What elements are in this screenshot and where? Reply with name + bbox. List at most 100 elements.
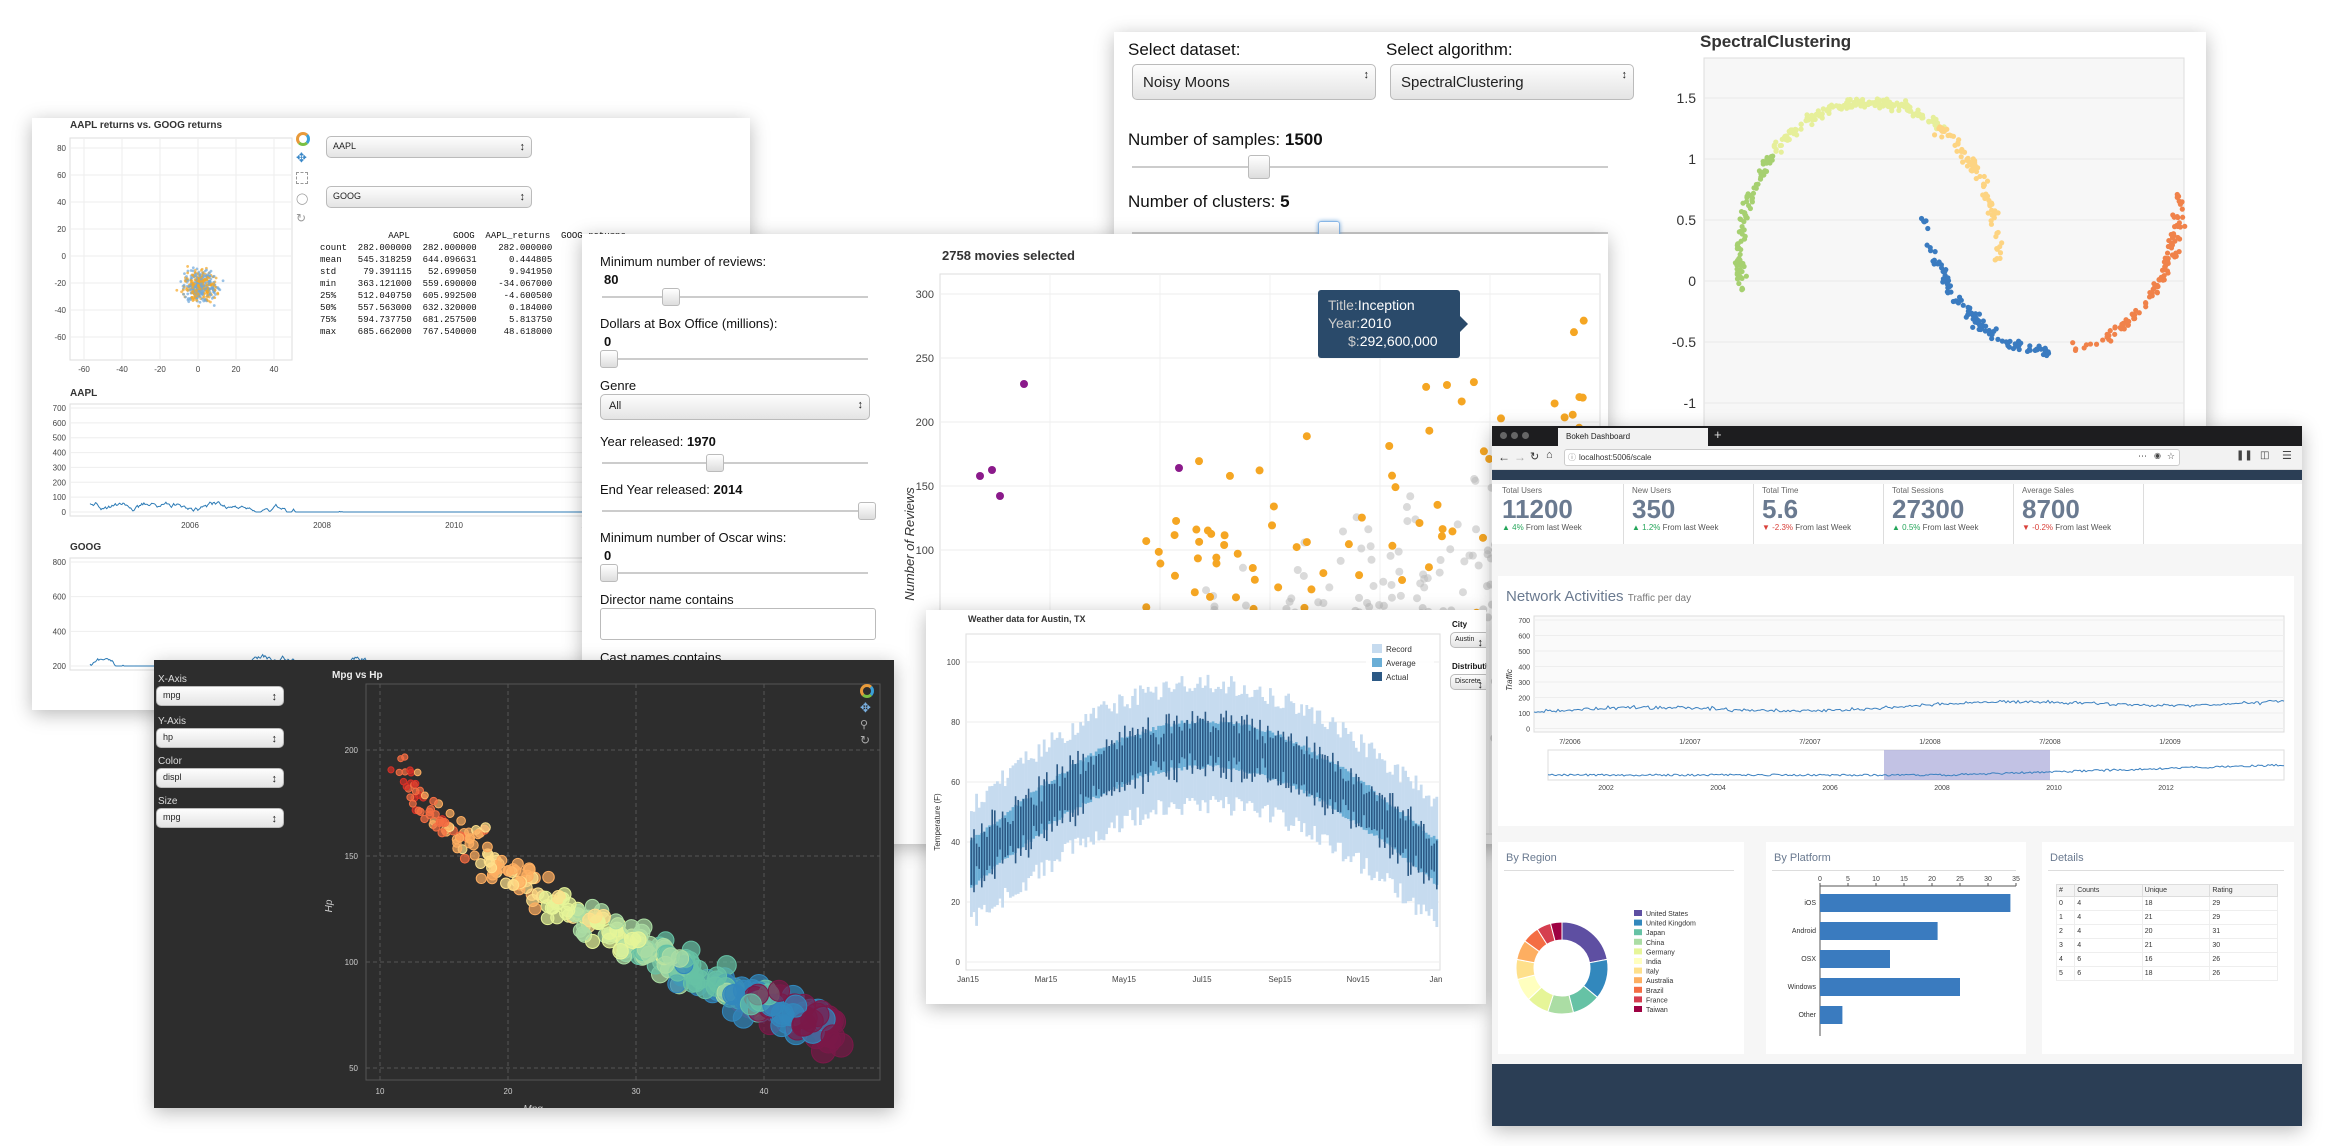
data-point (198, 300, 202, 304)
year-slider[interactable] (602, 454, 868, 472)
url-bar[interactable]: ⓘ localhost:5006/scale ⋯ ◉ ☆ (1564, 449, 2180, 466)
cluster-point (1783, 136, 1789, 143)
browser-tab[interactable]: Bokeh Dashboard (1558, 428, 1708, 446)
cluster-point (2112, 325, 2118, 331)
column-header[interactable]: Rating (2209, 884, 2278, 897)
pan-tool-icon[interactable]: ✥ (296, 150, 307, 165)
table-row[interactable]: 0 4 18 29 (2055, 896, 2278, 911)
reload-icon[interactable]: ↻ (1530, 451, 1540, 463)
data-point (196, 283, 200, 287)
column-header[interactable]: Unique (2141, 884, 2211, 897)
table-row[interactable]: 5 6 18 26 (2055, 966, 2278, 981)
bookmark-star-icon[interactable]: ☆ (2166, 451, 2175, 461)
wheel-zoom-icon[interactable]: ◯ (296, 193, 309, 205)
platform-bar (1820, 894, 2011, 912)
traffic-chart: 700 600 500 400 300 200 100 0 7/2006 1/2007 7/2007… (1505, 615, 2285, 792)
city-select[interactable]: Austin (1450, 632, 1486, 649)
year-slider-handle[interactable] (706, 454, 724, 472)
movie-tooltip: Title:Inception Year:2010 $:292,600,000 (1318, 290, 1468, 358)
sidebar-icon[interactable]: ◫ (2260, 450, 2270, 461)
genre-select[interactable]: All (600, 394, 870, 420)
size-select[interactable]: mpg (156, 808, 284, 828)
table-row[interactable]: 4 6 16 26 (2055, 952, 2278, 967)
reset-icon[interactable]: ↻ (296, 211, 307, 225)
column-header[interactable]: # (2055, 884, 2076, 897)
actual-bar (1004, 818, 1006, 857)
boxoffice-slider[interactable] (600, 350, 868, 368)
column-header[interactable]: Counts (2074, 884, 2143, 897)
data-point (200, 274, 204, 277)
url-text: localhost:5006/scale (1579, 453, 1652, 462)
samples-slider-handle[interactable] (1248, 155, 1270, 179)
zoom-tool-icon[interactable]: ⚲ (860, 719, 869, 731)
platform-bar (1820, 950, 1890, 968)
new-tab-button[interactable]: + (1714, 427, 1722, 442)
pocket-icon[interactable]: ◉ (2154, 451, 2161, 460)
bokeh-logo-icon[interactable] (860, 684, 874, 698)
range-line (1547, 763, 2285, 777)
oscar-slider[interactable] (600, 564, 868, 582)
actual-bar (1181, 730, 1183, 758)
table-row[interactable]: 1 4 21 29 (2055, 910, 2278, 925)
menu-icon[interactable]: ☰ (2282, 450, 2292, 462)
cluster-point (2087, 341, 2094, 347)
bokeh-logo-icon[interactable] (296, 132, 310, 146)
samples-slider[interactable] (1132, 155, 1608, 179)
tick-label: 2008 (313, 521, 331, 530)
reviews-slider-handle[interactable] (662, 288, 680, 306)
cluster-point (2104, 331, 2110, 337)
stat-label: New Users (1632, 486, 1672, 495)
library-icon[interactable]: ❚❚ (2236, 450, 2253, 461)
cluster-point (2070, 340, 2076, 346)
forward-icon[interactable]: → (1514, 450, 1526, 464)
box-zoom-icon[interactable] (296, 172, 308, 184)
maximize-dot-icon[interactable] (1522, 432, 1529, 439)
back-icon[interactable]: ← (1498, 450, 1510, 464)
cluster-point (2142, 300, 2149, 306)
oscar-slider-handle[interactable] (600, 564, 618, 582)
ticker-1-select[interactable]: AAPL (326, 136, 532, 158)
reviews-slider[interactable] (602, 288, 868, 306)
endyear-slider[interactable] (602, 502, 876, 520)
movie-point-highlight (1274, 583, 1283, 592)
xaxis-select[interactable]: mpg (156, 686, 284, 706)
stat-delta-suffix: From last Week (2053, 523, 2112, 532)
ticker-2-select[interactable]: GOOG (326, 186, 532, 208)
close-dot-icon[interactable] (1500, 432, 1507, 439)
actual-bar (1228, 722, 1230, 762)
movies-plot-title: 2758 movies selected (942, 248, 1075, 263)
pan-tool-icon[interactable]: ✥ (860, 700, 871, 715)
car-point (413, 768, 422, 777)
legend-swatch (1634, 958, 1642, 964)
yaxis-select[interactable]: hp (156, 728, 284, 748)
movie-point-highlight (1248, 564, 1257, 573)
algorithm-select[interactable]: SpectralClustering (1390, 64, 1634, 100)
data-point (191, 291, 194, 295)
cluster-point (2179, 206, 2185, 212)
boxoffice-slider-handle[interactable] (600, 350, 618, 368)
range-selection (1884, 750, 2050, 780)
movie-point-highlight (1415, 519, 1424, 528)
home-icon[interactable]: ⌂ (1546, 449, 1553, 461)
actual-bar (1373, 792, 1376, 830)
stat-card: Total Sessions 27300 ▲ 0.5% From last Week (1888, 484, 2014, 544)
director-input[interactable] (600, 608, 876, 640)
minimize-dot-icon[interactable] (1511, 432, 1518, 439)
page-actions-icon[interactable]: ⋯ (2138, 451, 2147, 461)
data-point (201, 271, 205, 275)
data-point (190, 296, 194, 299)
data-point (186, 297, 190, 300)
table-row[interactable]: 2 4 20 31 (2055, 924, 2278, 939)
legend-swatch (1634, 967, 1642, 974)
tick-label: 300 (53, 463, 67, 472)
dataset-select[interactable]: Noisy Moons (1132, 64, 1376, 100)
movie-point-highlight (1457, 397, 1466, 406)
actual-bar (1009, 824, 1012, 846)
actual-bar (1163, 733, 1165, 762)
table-row[interactable]: 3 4 21 30 (2055, 938, 2278, 953)
actual-bar (1352, 784, 1355, 812)
distribution-select[interactable]: Discrete (1450, 674, 1486, 691)
endyear-slider-handle[interactable] (858, 502, 876, 520)
color-select[interactable]: displ (156, 768, 284, 788)
reset-icon[interactable]: ↻ (860, 733, 871, 747)
